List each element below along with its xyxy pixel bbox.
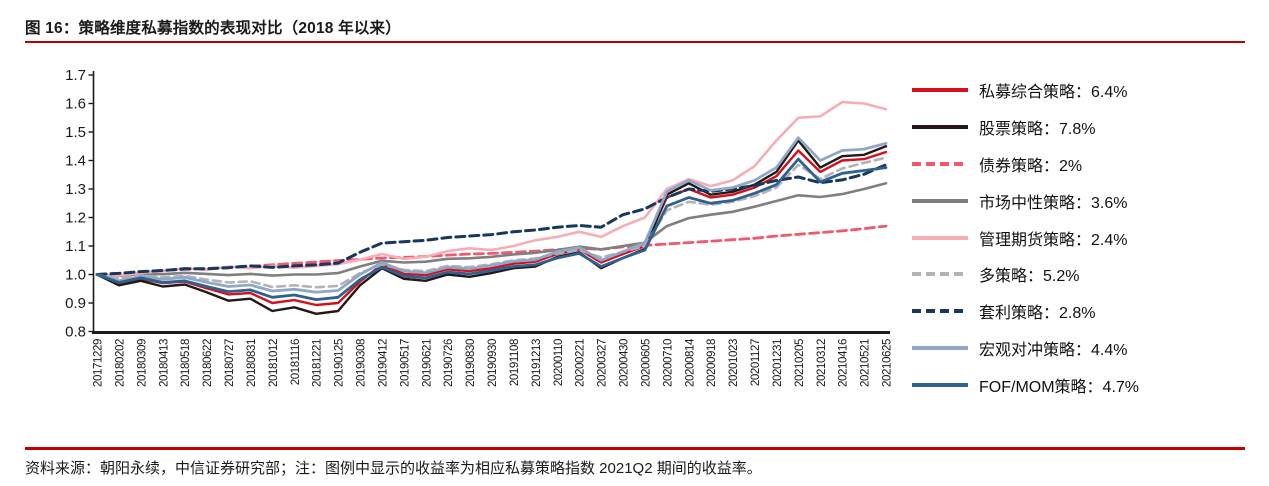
legend-line-sample: [912, 309, 968, 314]
x-tick-label: 20190308: [356, 339, 368, 387]
legend-line-sample: [912, 198, 968, 203]
y-tick-label: 1.5: [65, 124, 86, 141]
legend-line-sample: [912, 125, 968, 130]
legend-item-0: 私募综合策略：6.4%: [912, 72, 1262, 109]
x-tick-label: 20210416: [838, 339, 850, 387]
x-tick-label: 20201127: [750, 339, 762, 386]
x-tick-label: 20190125: [334, 339, 346, 387]
x-tick-label: 20210521: [860, 339, 872, 387]
x-tick-label: 20180309: [136, 339, 148, 387]
source-note: 资料来源：朝阳永续，中信证券研究部；注：图例中显示的收益率为相应私募策略指数 2…: [25, 460, 762, 477]
legend-item-label: FOF/MOM策略：4.7%: [979, 378, 1140, 396]
x-tick-label: 20200814: [684, 338, 696, 387]
legend-item-label: 股票策略：7.8%: [979, 121, 1096, 139]
x-tick-label: 20210625: [882, 339, 894, 387]
figure-title: 图 16：策略维度私募指数的表现对比（2018 年以来）: [25, 20, 401, 37]
y-tick-label: 0.9: [65, 295, 86, 312]
x-tick-label: 20200605: [640, 339, 652, 387]
legend-item-6: 套利策略：2.8%: [912, 293, 1262, 330]
x-tick-label: 20210205: [794, 339, 806, 387]
line-chart: 0.8 0.9 1.0 1.1 1.2 1.3 1.4 1.5 1.6 1.7 20171229 20…: [65, 67, 1139, 396]
legend-line-sample: [912, 235, 968, 240]
legend-item-label: 市场中性策略：3.6%: [979, 194, 1128, 212]
x-tick-label: 20201231: [772, 339, 784, 387]
legend-item-label: 管理期货策略：2.4%: [979, 231, 1128, 249]
y-tick-label: 1.6: [65, 96, 86, 113]
x-tick-label: 20191213: [531, 339, 543, 387]
legend-item-label: 套利策略：2.8%: [979, 305, 1096, 323]
y-tick-label: 0.8: [65, 324, 86, 341]
legend-line-sample: [912, 345, 968, 350]
title-underline-rule: [25, 41, 1245, 43]
x-tick-label: 20200918: [706, 339, 718, 387]
chart-legend: 私募综合策略：6.4% 股票策略：7.8% 债券策略：2% 市场中性策略：3.6% 管理…: [912, 72, 1262, 403]
y-tick-label: 1.2: [65, 210, 86, 227]
x-tick-label: 20190621: [421, 339, 433, 387]
x-tick-label: 20200430: [619, 339, 631, 387]
x-tick-label: 20180413: [158, 339, 170, 387]
x-tick-label: 20190726: [443, 339, 455, 387]
legend-item-label: 多策略：5.2%: [979, 268, 1080, 286]
series-line-6: [95, 163, 888, 276]
y-tick-label: 1.4: [65, 153, 86, 170]
legend-item-7: 宏观对冲策略：4.4%: [912, 330, 1262, 367]
y-tick-label: 1.1: [65, 238, 86, 255]
x-tick-label: 20191108: [509, 339, 521, 386]
x-tick-label: 20200221: [575, 339, 587, 387]
legend-item-3: 市场中性策略：3.6%: [912, 182, 1262, 219]
footer-divider-rule: [25, 447, 1245, 450]
series-line-0: [95, 149, 888, 307]
x-tick-label: 20200327: [597, 339, 609, 387]
chart-canvas: 0.8 0.9 1.0 1.1 1.2 1.3 1.4 1.5 1.6 1.7 20171229 20…: [65, 67, 894, 387]
legend-line-sample: [912, 161, 968, 167]
x-tick-label: 20181221: [312, 339, 324, 387]
x-tick-label: 20201023: [728, 339, 740, 387]
legend-item-4: 管理期货策略：2.4%: [912, 219, 1262, 256]
series-line-3: [95, 182, 888, 278]
legend-item-label: 债券策略：2%: [979, 157, 1083, 175]
x-tick-label: 20180622: [202, 339, 214, 387]
legend-item-1: 股票策略：7.8%: [912, 109, 1262, 146]
x-tick-label: 20190830: [465, 339, 477, 387]
legend-line-sample: [912, 272, 968, 277]
legend-line-sample: [912, 88, 968, 93]
x-tick-label: 20181116: [290, 339, 302, 385]
x-tick-label: 20200710: [662, 339, 674, 387]
x-tick-label: 20200110: [553, 339, 565, 386]
legend-item-label: 宏观对冲策略：4.4%: [979, 341, 1128, 359]
x-tick-label: 20180202: [114, 339, 126, 387]
x-tick-label: 20180518: [180, 339, 192, 387]
x-tick-label: 20181012: [268, 339, 280, 387]
legend-item-8: FOF/MOM策略：4.7%: [912, 366, 1262, 403]
x-tick-label: 20190930: [487, 339, 499, 387]
x-tick-label: 20180727: [224, 339, 236, 387]
legend-item-2: 债券策略：2%: [912, 146, 1262, 183]
legend-line-sample: [912, 382, 968, 387]
y-tick-label: 1.7: [65, 67, 86, 84]
x-tick-label: 20171229: [93, 339, 105, 387]
legend-item-label: 私募综合策略：6.4%: [979, 84, 1128, 102]
x-tick-label: 20190412: [377, 339, 389, 387]
y-tick-label: 1.3: [65, 181, 86, 198]
x-tick-label: 20180831: [246, 339, 258, 387]
x-tick-label: 20210312: [816, 339, 828, 387]
series-line-8: [95, 157, 888, 302]
legend-item-5: 多策略：5.2%: [912, 256, 1262, 293]
series-line-7: [95, 136, 888, 294]
x-tick-label: 20190517: [399, 339, 411, 387]
y-tick-label: 1.0: [65, 267, 86, 284]
